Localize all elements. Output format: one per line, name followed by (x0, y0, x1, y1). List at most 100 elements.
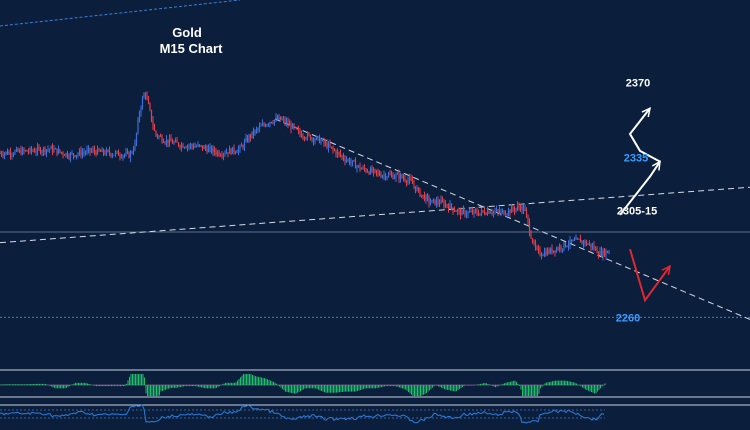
candle-body (233, 147, 235, 152)
macd-bar (412, 385, 414, 396)
candle-body (203, 146, 205, 149)
macd-bar (241, 375, 243, 385)
macd-bar (505, 382, 507, 385)
candle-body (141, 98, 144, 108)
macd-bar (120, 385, 121, 387)
candle-body (210, 146, 213, 153)
horizontal-levels (0, 231, 750, 318)
macd-bar (82, 382, 84, 385)
candle-body (378, 172, 381, 176)
candle-body (173, 141, 175, 144)
candle-body (459, 210, 462, 216)
candle-body (417, 188, 420, 190)
macd-bar (571, 382, 573, 385)
candle-body (575, 238, 577, 240)
candle-body (464, 210, 466, 216)
macd-bar (448, 385, 450, 391)
candle-body (524, 208, 526, 212)
candle-body (317, 136, 319, 138)
candle-body (473, 210, 475, 214)
candle-body (359, 165, 361, 170)
macd-bar (115, 385, 117, 387)
macd-bar (522, 385, 523, 396)
macd-bar (568, 381, 570, 385)
candle-body (138, 112, 141, 120)
level-label: 2335 (624, 152, 648, 164)
macd-bar (370, 385, 372, 389)
candle-body (35, 151, 37, 153)
macd-bar (277, 385, 279, 386)
macd-bar (130, 374, 132, 385)
candle-body (89, 148, 91, 152)
candle-body (435, 200, 438, 205)
macd-bar (520, 385, 522, 390)
candle-body (26, 150, 28, 152)
candle-body (149, 103, 151, 111)
candle-body (467, 211, 469, 215)
candle-body (533, 242, 535, 244)
macd-bar (207, 385, 208, 389)
candle-body (243, 141, 246, 148)
macd-bar (550, 381, 552, 385)
macd-bar (288, 385, 289, 393)
macd-bar (262, 377, 264, 385)
candle-body (389, 174, 391, 176)
candle-body (540, 255, 543, 257)
candle-body (86, 149, 88, 153)
candle-body (20, 149, 22, 155)
candle-body (167, 139, 169, 144)
macd-bar (247, 374, 249, 385)
candle-body (546, 250, 549, 256)
macd-bar (342, 385, 343, 392)
macd-bar (246, 374, 247, 385)
macd-bar (330, 385, 331, 393)
candle-body (170, 138, 172, 142)
candle-body (222, 153, 225, 156)
candle-body (194, 146, 196, 148)
rsi-indicator (0, 404, 605, 424)
candle-body (182, 144, 184, 148)
macd-bar (537, 385, 538, 396)
macd-bar (438, 385, 439, 387)
macd-bar (483, 383, 484, 385)
macd-bar (112, 385, 114, 387)
macd-bar (405, 385, 406, 390)
macd-bar (334, 385, 336, 393)
macd-bar (471, 385, 472, 386)
macd-bar (400, 385, 402, 388)
macd-bar (97, 385, 99, 387)
macd-bar (111, 385, 112, 387)
candle-body (29, 148, 31, 152)
candle-body (179, 145, 181, 148)
candle-body (425, 195, 427, 201)
macd-bar (595, 385, 597, 394)
macd-bar (423, 385, 424, 395)
macd-bar (208, 385, 210, 389)
macd-bar (102, 385, 103, 387)
macd-bar (126, 383, 127, 385)
candle-body (153, 126, 156, 132)
candle-body (137, 119, 139, 134)
candle-body (17, 148, 19, 152)
candle-body (273, 120, 276, 124)
candle-body (573, 239, 576, 241)
macd-bar (178, 385, 180, 388)
candle-body (495, 209, 498, 212)
candle-body (477, 213, 480, 216)
macd-bar (186, 385, 187, 387)
macd-bar (523, 385, 525, 396)
candle-body (146, 95, 148, 99)
macd-bar (15, 384, 16, 385)
macd-bar (312, 385, 313, 389)
chart-title: Gold (172, 25, 202, 40)
candle-body (438, 203, 441, 205)
candle-body (548, 250, 550, 253)
candle-body (24, 150, 27, 152)
macd-bar (382, 385, 384, 387)
macd-bar (573, 382, 574, 385)
candle-body (567, 244, 570, 247)
macd-bar (466, 385, 468, 386)
macd-bar (597, 385, 598, 392)
candle-body (258, 126, 261, 129)
candle-body (555, 248, 558, 253)
